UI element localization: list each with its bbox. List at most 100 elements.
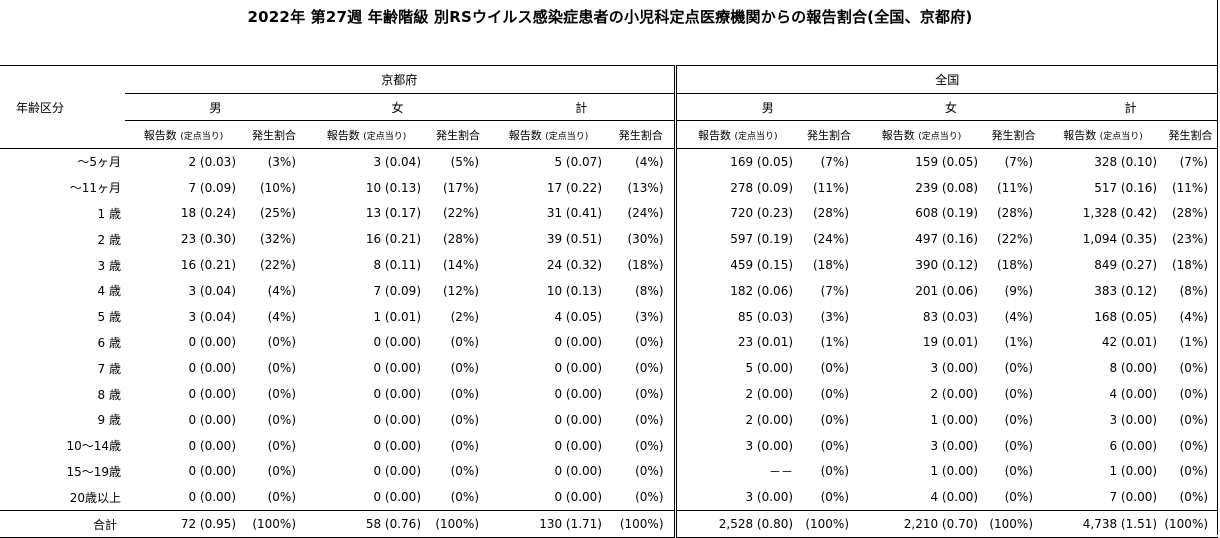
rate-cell: (8%) xyxy=(635,283,664,298)
count-cell: 2 (0.00) xyxy=(930,387,979,402)
rate-cell: (22%) xyxy=(996,232,1034,247)
rate-cell: (100%) xyxy=(1163,510,1219,538)
count-cell: 3 (0.04) xyxy=(306,147,427,175)
rate-cell: (0%) xyxy=(450,361,479,376)
count-cell: 10 (0.13) xyxy=(365,180,421,195)
table-row: 2 歳 23 (0.30) (32%) 16 (0.21) (28%) 39 (0.51)… xyxy=(0,226,1218,253)
count-cell: 159 (0.05) xyxy=(859,147,985,175)
count-cell: 169 (0.05) xyxy=(673,147,800,175)
rate-cell: (7%) xyxy=(820,283,850,298)
age-label: 20歳以上 xyxy=(69,490,121,505)
rate-cell: (3%) xyxy=(242,147,306,175)
count-cell: 7 (0.09) xyxy=(373,283,421,298)
rate-cell: (0%) xyxy=(635,412,664,427)
count-cell: 19 (0.01) xyxy=(922,335,979,350)
count-cell: 1 (0.00) xyxy=(930,412,979,427)
rate-cell: (0%) xyxy=(267,335,296,350)
count-cell: 3 (0.04) xyxy=(188,309,236,324)
rate-cell: (0%) xyxy=(635,490,664,505)
count-cell: 0 (0.00) xyxy=(188,438,236,453)
rate-cell: (18%) xyxy=(812,258,850,273)
count-cell: 17 (0.22) xyxy=(546,180,602,195)
count-cell: 24 (0.32) xyxy=(546,258,602,273)
count-cell: 4 (0.00) xyxy=(1109,387,1158,402)
age-label: ～11ヶ月 xyxy=(69,181,121,196)
count-cell: 4 (0.05) xyxy=(554,309,602,324)
rate-cell: (17%) xyxy=(442,180,479,195)
total-row: 合計 72 (0.95) (100%) 58 (0.76) (100%) 130 (1.7… xyxy=(0,510,1219,538)
rate-cell: (0%) xyxy=(450,490,479,505)
report-title: 2022年 第27週 年齢階級 別RSウイルス感染症患者の小児科定点医療機関から… xyxy=(247,8,973,26)
rate-cell: (0%) xyxy=(635,361,664,376)
rate-cell: (0%) xyxy=(267,464,296,479)
table-row: 20歳以上 0 (0.00) (0%) 0 (0.00) (0%) 0 (0.00) (0%… xyxy=(0,484,1218,511)
count-cell: 7 (0.09) xyxy=(188,180,236,195)
column-header-rate: 発生割合 xyxy=(436,128,480,142)
count-cell: 83 (0.03) xyxy=(922,309,979,324)
count-cell: －－ xyxy=(673,458,800,485)
count-cell: 3 (0.00) xyxy=(1109,412,1158,427)
count-cell: 4 (0.00) xyxy=(930,490,979,505)
rate-cell: (0%) xyxy=(267,361,296,376)
sex-header-female: 女 xyxy=(306,93,489,121)
count-cell: 2,210 (0.70) xyxy=(859,510,985,538)
count-label: 報告数 xyxy=(698,128,731,142)
rate-cell: (4%) xyxy=(267,309,296,324)
rate-cell: (13%) xyxy=(627,180,664,195)
rate-cell: (1%) xyxy=(820,335,850,350)
rate-cell: (30%) xyxy=(627,232,664,247)
column-header-rate: 発生割合 xyxy=(991,128,1036,142)
rate-cell: (0%) xyxy=(450,387,479,402)
rate-cell: (0%) xyxy=(820,361,850,376)
count-cell: 1,328 (0.42) xyxy=(1082,206,1158,221)
region-header-national: 全国 xyxy=(673,65,1219,94)
count-label: 報告数 xyxy=(143,128,177,142)
table-row: 15～19歳 0 (0.00) (0%) 0 (0.00) (0%) 0 (0.00) (0… xyxy=(0,458,1218,485)
rate-cell: (28%) xyxy=(812,206,850,221)
age-label: 7 歳 xyxy=(97,361,121,376)
table-row: ～11ヶ月 7 (0.09) (10%) 10 (0.13) (17%) 17 (0.22… xyxy=(0,174,1218,201)
table-row: 7 歳 0 (0.00) (0%) 0 (0.00) (0%) 0 (0.00) (0%) 5… xyxy=(0,355,1218,382)
rate-cell: (7%) xyxy=(984,147,1044,175)
count-cell: 31 (0.41) xyxy=(546,206,602,221)
rate-cell: (0%) xyxy=(1004,464,1034,479)
count-cell: 3 (0.00) xyxy=(673,484,800,511)
rate-cell: (0%) xyxy=(1179,412,1209,427)
rate-cell: (9%) xyxy=(1004,283,1034,298)
count-label: 報告数 xyxy=(326,128,360,142)
count-cell: 201 (0.06) xyxy=(915,283,979,298)
count-cell: 0 (0.00) xyxy=(373,361,421,376)
rate-cell: (3%) xyxy=(820,309,850,324)
table-row: 3 歳 16 (0.21) (22%) 8 (0.11) (14%) 24 (0.32) (… xyxy=(0,252,1218,278)
rate-cell: (1%) xyxy=(1004,335,1034,350)
count-cell: 597 (0.19) xyxy=(673,226,800,253)
table-row: 1 歳 18 (0.24) (25%) 13 (0.17) (22%) 31 (0.41)… xyxy=(0,200,1218,227)
count-cell: 239 (0.08) xyxy=(915,180,979,195)
count-cell: 7 (0.00) xyxy=(1109,490,1158,505)
rate-cell: (12%) xyxy=(442,283,479,298)
count-cell: 1 (0.00) xyxy=(1109,464,1158,479)
rate-cell: (25%) xyxy=(259,206,296,221)
rate-cell: (11%) xyxy=(1171,180,1209,195)
age-label: 9 歳 xyxy=(97,413,121,428)
rate-cell: (0%) xyxy=(267,438,296,453)
column-header-rate: 発生割合 xyxy=(252,128,296,142)
count-cell: 390 (0.12) xyxy=(915,258,979,273)
rate-cell: (11%) xyxy=(812,180,850,195)
count-cell: 1 (0.00) xyxy=(930,464,979,479)
sex-header-male: 男 xyxy=(125,93,306,121)
column-header-rate: 発生割合 xyxy=(1168,128,1213,142)
table-row: 10～14歳 0 (0.00) (0%) 0 (0.00) (0%) 0 (0.00) (0… xyxy=(0,432,1218,459)
rate-cell: (0%) xyxy=(1179,387,1209,402)
rate-cell: (18%) xyxy=(996,258,1034,273)
rate-cell: (7%) xyxy=(799,147,860,175)
age-label: 1 歳 xyxy=(97,206,121,221)
count-cell: 497 (0.16) xyxy=(915,232,979,247)
rate-cell: (11%) xyxy=(996,180,1034,195)
rate-cell: (3%) xyxy=(635,309,664,324)
count-cell: 2 (0.00) xyxy=(673,406,800,433)
count-note: (定点当り) xyxy=(1099,131,1143,142)
age-label: ～5ヶ月 xyxy=(0,147,125,175)
column-header-count: 報告数 (定点当り) xyxy=(489,121,608,149)
rate-cell: (4%) xyxy=(1179,309,1209,324)
